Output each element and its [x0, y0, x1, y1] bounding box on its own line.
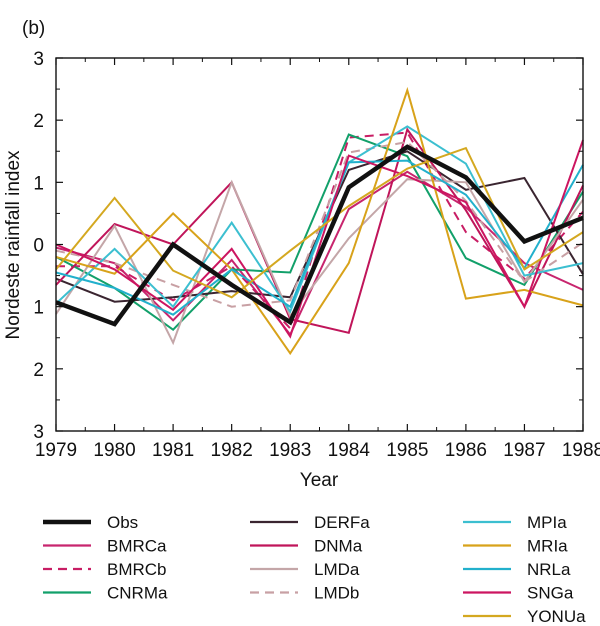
y-tick-label: 1: [33, 298, 44, 319]
legend-item-mria: MRIa: [463, 537, 568, 556]
x-tick-label: 1980: [93, 440, 135, 461]
panel-label: (b): [22, 18, 45, 39]
legend-label: SNGa: [527, 584, 574, 603]
y-tick-label: 1: [33, 173, 44, 194]
x-tick-label: 1979: [35, 440, 77, 461]
legend-label: CNRMa: [107, 584, 168, 603]
y-axis-title: Nordeste rainfall index: [3, 150, 24, 340]
legend-label: BMRCa: [107, 537, 167, 556]
legend-item-dnma: DNMa: [250, 537, 363, 556]
legend-label: BMRCb: [107, 560, 167, 579]
x-tick-label: 1988: [562, 440, 600, 461]
legend-item-cnrma: CNRMa: [43, 584, 168, 603]
legend-item-snga: SNGa: [463, 584, 574, 603]
x-tick-label: 1987: [503, 440, 545, 461]
y-axis: 3 2 1 0 1 2 3: [33, 49, 583, 443]
x-tick-label: 1982: [211, 440, 253, 461]
y-tick-label: 3: [33, 422, 44, 443]
legend-label: DERFa: [314, 513, 370, 532]
x-tick-label: 1986: [445, 440, 487, 461]
series-line-nrla: [55, 159, 584, 316]
legend-item-lmda: LMDa: [250, 560, 360, 579]
legend-label: YONUa: [527, 607, 586, 626]
legend-item-bmrca: BMRCa: [43, 537, 167, 556]
series-line-bmrca: [55, 170, 584, 337]
legend-label: MRIa: [527, 537, 568, 556]
legend-label: LMDb: [314, 584, 359, 603]
y-tick-label: 3: [33, 49, 44, 70]
series-line-mria: [55, 86, 584, 356]
x-axis-title: Year: [300, 470, 339, 491]
legend-label: DNMa: [314, 537, 363, 556]
y-tick-label: 2: [33, 360, 44, 381]
x-tick-label: 1981: [152, 440, 194, 461]
legend-item-lmdb: LMDb: [250, 584, 359, 603]
series-line-lmdb: [55, 140, 584, 308]
legend-item-bmrcb: BMRCb: [43, 560, 167, 579]
legend-label: NRLa: [527, 560, 571, 579]
series-line-snga: [55, 139, 584, 339]
legend-item-yonua: YONUa: [463, 607, 586, 626]
x-tick-label: 1983: [269, 440, 311, 461]
x-tick-label: 1984: [328, 440, 371, 461]
legend: Obs BMRCa BMRCb CNRMa DERFa DNMa LMDa LMDb MPIa M…: [43, 513, 586, 626]
y-tick-label: 2: [33, 111, 44, 132]
x-tick-label: 1985: [386, 440, 428, 461]
legend-item-nrla: NRLa: [463, 560, 571, 579]
legend-label: MPIa: [527, 513, 567, 532]
series-line-cnrma: [55, 133, 584, 332]
legend-label: LMDa: [314, 560, 360, 579]
legend-item-mpia: MPIa: [463, 513, 567, 532]
legend-label: Obs: [107, 513, 138, 532]
y-tick-label: 0: [33, 236, 44, 257]
series-line-obs: [55, 144, 584, 327]
x-axis: 1979 1980 1981 1982 1983 1984 1985 1986 1987 1988: [35, 58, 600, 461]
legend-item-obs: Obs: [43, 513, 138, 532]
legend-item-derfa: DERFa: [250, 513, 370, 532]
plot-lines: [55, 86, 584, 356]
